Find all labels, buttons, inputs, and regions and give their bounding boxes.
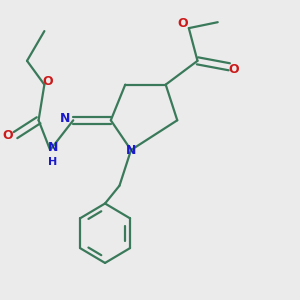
Text: O: O — [178, 17, 188, 30]
Text: N: N — [126, 143, 136, 157]
Text: N: N — [60, 112, 70, 125]
Text: O: O — [42, 75, 52, 88]
Text: O: O — [2, 129, 13, 142]
Text: N: N — [48, 140, 58, 154]
Text: O: O — [228, 63, 239, 76]
Text: H: H — [48, 157, 58, 167]
